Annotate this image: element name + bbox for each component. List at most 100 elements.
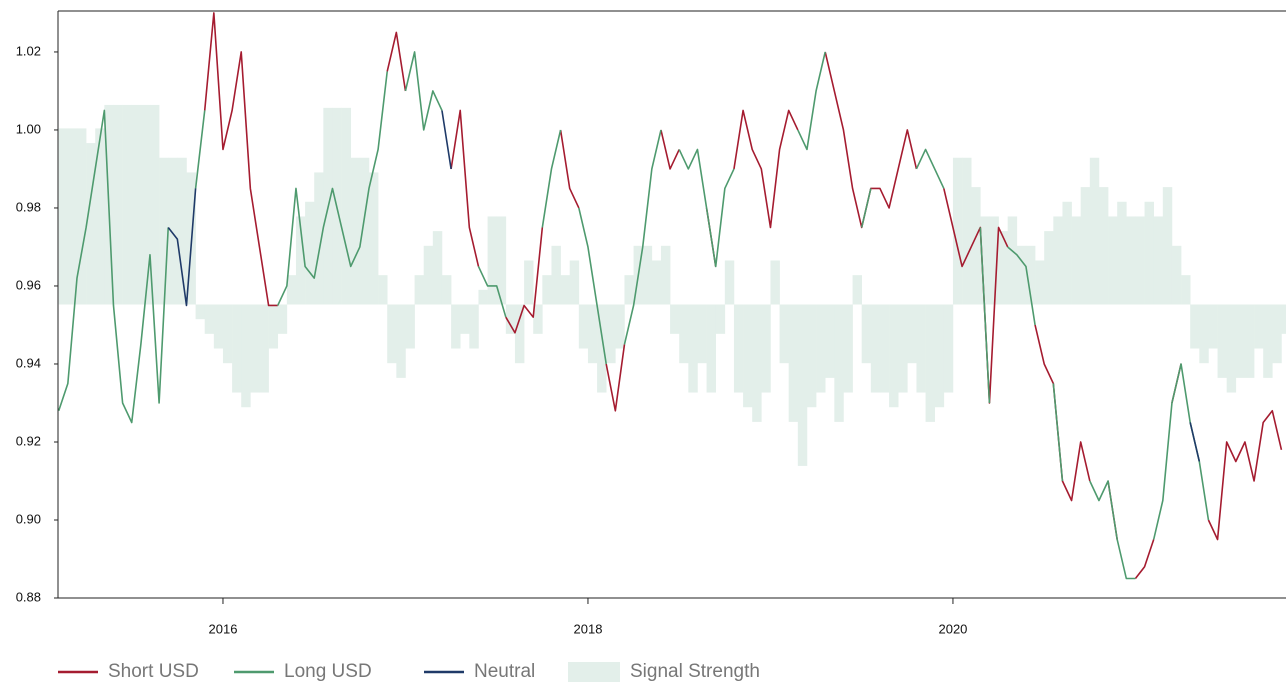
signal-bar [770, 260, 780, 305]
signal-bar [733, 304, 744, 393]
signal-bar [1062, 201, 1072, 305]
signal-bar [113, 104, 123, 305]
signal-bar [989, 216, 999, 305]
signal-bar [469, 304, 479, 349]
signal-bar [177, 157, 187, 305]
signal-bar [1272, 304, 1282, 364]
signal-bar [341, 107, 352, 305]
signal-bar [542, 275, 552, 305]
signal-bar [533, 304, 543, 334]
signal-bar [879, 304, 890, 393]
signal-bar [396, 304, 406, 378]
signal-bar [140, 104, 151, 305]
signal-bar [998, 231, 1008, 305]
signal-bar [1053, 216, 1063, 305]
signal-bar [414, 275, 425, 305]
signal-bar [1108, 216, 1118, 305]
signal-bar [168, 157, 178, 305]
signal-bar [825, 304, 835, 378]
signal-bar [86, 143, 96, 305]
signal-bar [1181, 275, 1191, 305]
signal-bar [350, 157, 361, 305]
signal-bar [551, 245, 561, 305]
signal-bar [368, 172, 379, 305]
signal-bar [1016, 245, 1027, 305]
signal-bar [1071, 216, 1081, 305]
signal-bar [378, 275, 388, 305]
price-line [57, 51, 1210, 580]
signal-bar [1281, 304, 1286, 334]
signal-bar [1044, 231, 1054, 305]
signal-bar [578, 304, 589, 349]
signal-bar [852, 275, 863, 305]
signal-bar [1135, 216, 1145, 305]
legend-swatch [568, 662, 620, 682]
signal-bar [58, 128, 69, 305]
signal-bar [505, 304, 516, 334]
signal-bar [305, 201, 315, 305]
signal-bar [95, 128, 105, 305]
signal-bar [715, 304, 726, 334]
signal-bar [441, 275, 452, 305]
signal-bar [487, 216, 498, 305]
signal-bar [587, 304, 598, 364]
signal-bar [861, 304, 872, 364]
x-tick-label: 2016 [209, 621, 238, 636]
signal-bar [1208, 304, 1218, 349]
signal-bar [76, 128, 87, 305]
signal-bar [496, 216, 507, 305]
signal-bar [387, 304, 397, 364]
signal-bar [314, 172, 324, 305]
signal-bar [1190, 304, 1200, 349]
signal-bar [679, 304, 689, 364]
signal-bar [743, 304, 753, 408]
signal-bar [615, 304, 625, 349]
y-tick-label: 0.96 [16, 277, 41, 292]
signal-bar [1144, 201, 1154, 305]
signal-bar [514, 304, 525, 364]
signal-bar [642, 245, 653, 305]
signal-bar [761, 304, 771, 393]
signal-bar [925, 304, 935, 422]
signal-bar [624, 275, 634, 305]
signal-bar [706, 304, 717, 393]
signal-bar [131, 104, 142, 305]
signal-bar [1035, 260, 1045, 305]
signal-bar [1117, 201, 1127, 305]
signal-bar [232, 304, 242, 393]
signal-bar [697, 304, 707, 364]
signal-bar [816, 304, 826, 393]
y-tick-label: 0.90 [16, 511, 41, 526]
signal-bar [1098, 187, 1109, 305]
signal-bar [843, 304, 853, 393]
signal-bar [241, 304, 251, 408]
signal-bar [1007, 216, 1018, 305]
signal-bar [159, 157, 169, 305]
y-tick-label: 1.02 [16, 43, 41, 58]
signal-bar [943, 304, 954, 393]
signal-bar [779, 304, 790, 364]
signal-bar [423, 245, 434, 305]
signal-bar [724, 260, 735, 305]
signal-bar [834, 304, 844, 422]
legend-label: Long USD [284, 661, 372, 682]
y-tick-label: 0.92 [16, 433, 41, 448]
legend-label: Neutral [474, 661, 535, 682]
signal-bar [1025, 245, 1036, 305]
signal-bar [432, 231, 443, 305]
signal-bar [67, 128, 78, 305]
y-tick-label: 0.88 [16, 589, 41, 604]
signal-bar [1162, 187, 1173, 305]
signal-bar [651, 260, 662, 305]
signal-bar [295, 216, 306, 305]
signal-bar [268, 304, 279, 349]
signal-bar [250, 304, 260, 393]
signal-bar [1080, 187, 1091, 305]
signal-bar [980, 216, 990, 305]
signal-bar [1126, 216, 1136, 305]
signal-bar [1217, 304, 1227, 378]
signal-bar [259, 304, 269, 393]
signal-bar [1235, 304, 1246, 378]
signal-bar [478, 289, 488, 305]
